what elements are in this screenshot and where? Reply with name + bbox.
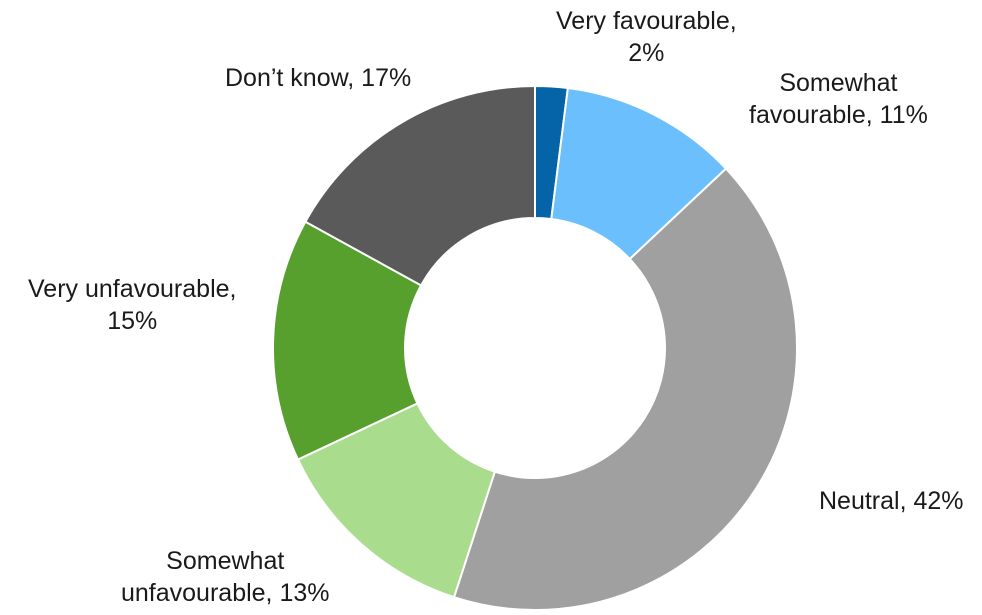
donut-slice-don-t-know	[304, 84, 536, 287]
data-label-somewhat-favourable: Somewhat favourable, 11%	[749, 67, 928, 131]
data-label-very-unfavourable: Very unfavourable, 15%	[28, 273, 236, 337]
data-label-very-favourable: Very favourable, 2%	[556, 5, 737, 69]
data-label-line: 15%	[107, 307, 158, 335]
data-label-line: 2%	[628, 39, 665, 67]
data-label-somewhat-unfavourable: Somewhat unfavourable, 13%	[121, 545, 329, 609]
data-label-line: Somewhat	[166, 547, 285, 575]
data-label-line: Neutral, 42%	[819, 487, 964, 515]
data-label-line: Somewhat	[779, 69, 898, 97]
data-label-don-t-know: Don’t know, 17%	[225, 62, 411, 94]
data-label-neutral: Neutral, 42%	[819, 485, 964, 517]
donut-slice-very-unfavourable	[272, 220, 423, 461]
data-label-line: unfavourable, 13%	[121, 579, 330, 607]
data-label-line: Very favourable,	[556, 7, 737, 35]
data-label-line: favourable, 11%	[749, 101, 928, 129]
data-label-line: Don’t know, 17%	[225, 64, 412, 92]
donut-slice-neutral	[452, 167, 798, 611]
data-label-line: Very unfavourable,	[28, 275, 237, 303]
